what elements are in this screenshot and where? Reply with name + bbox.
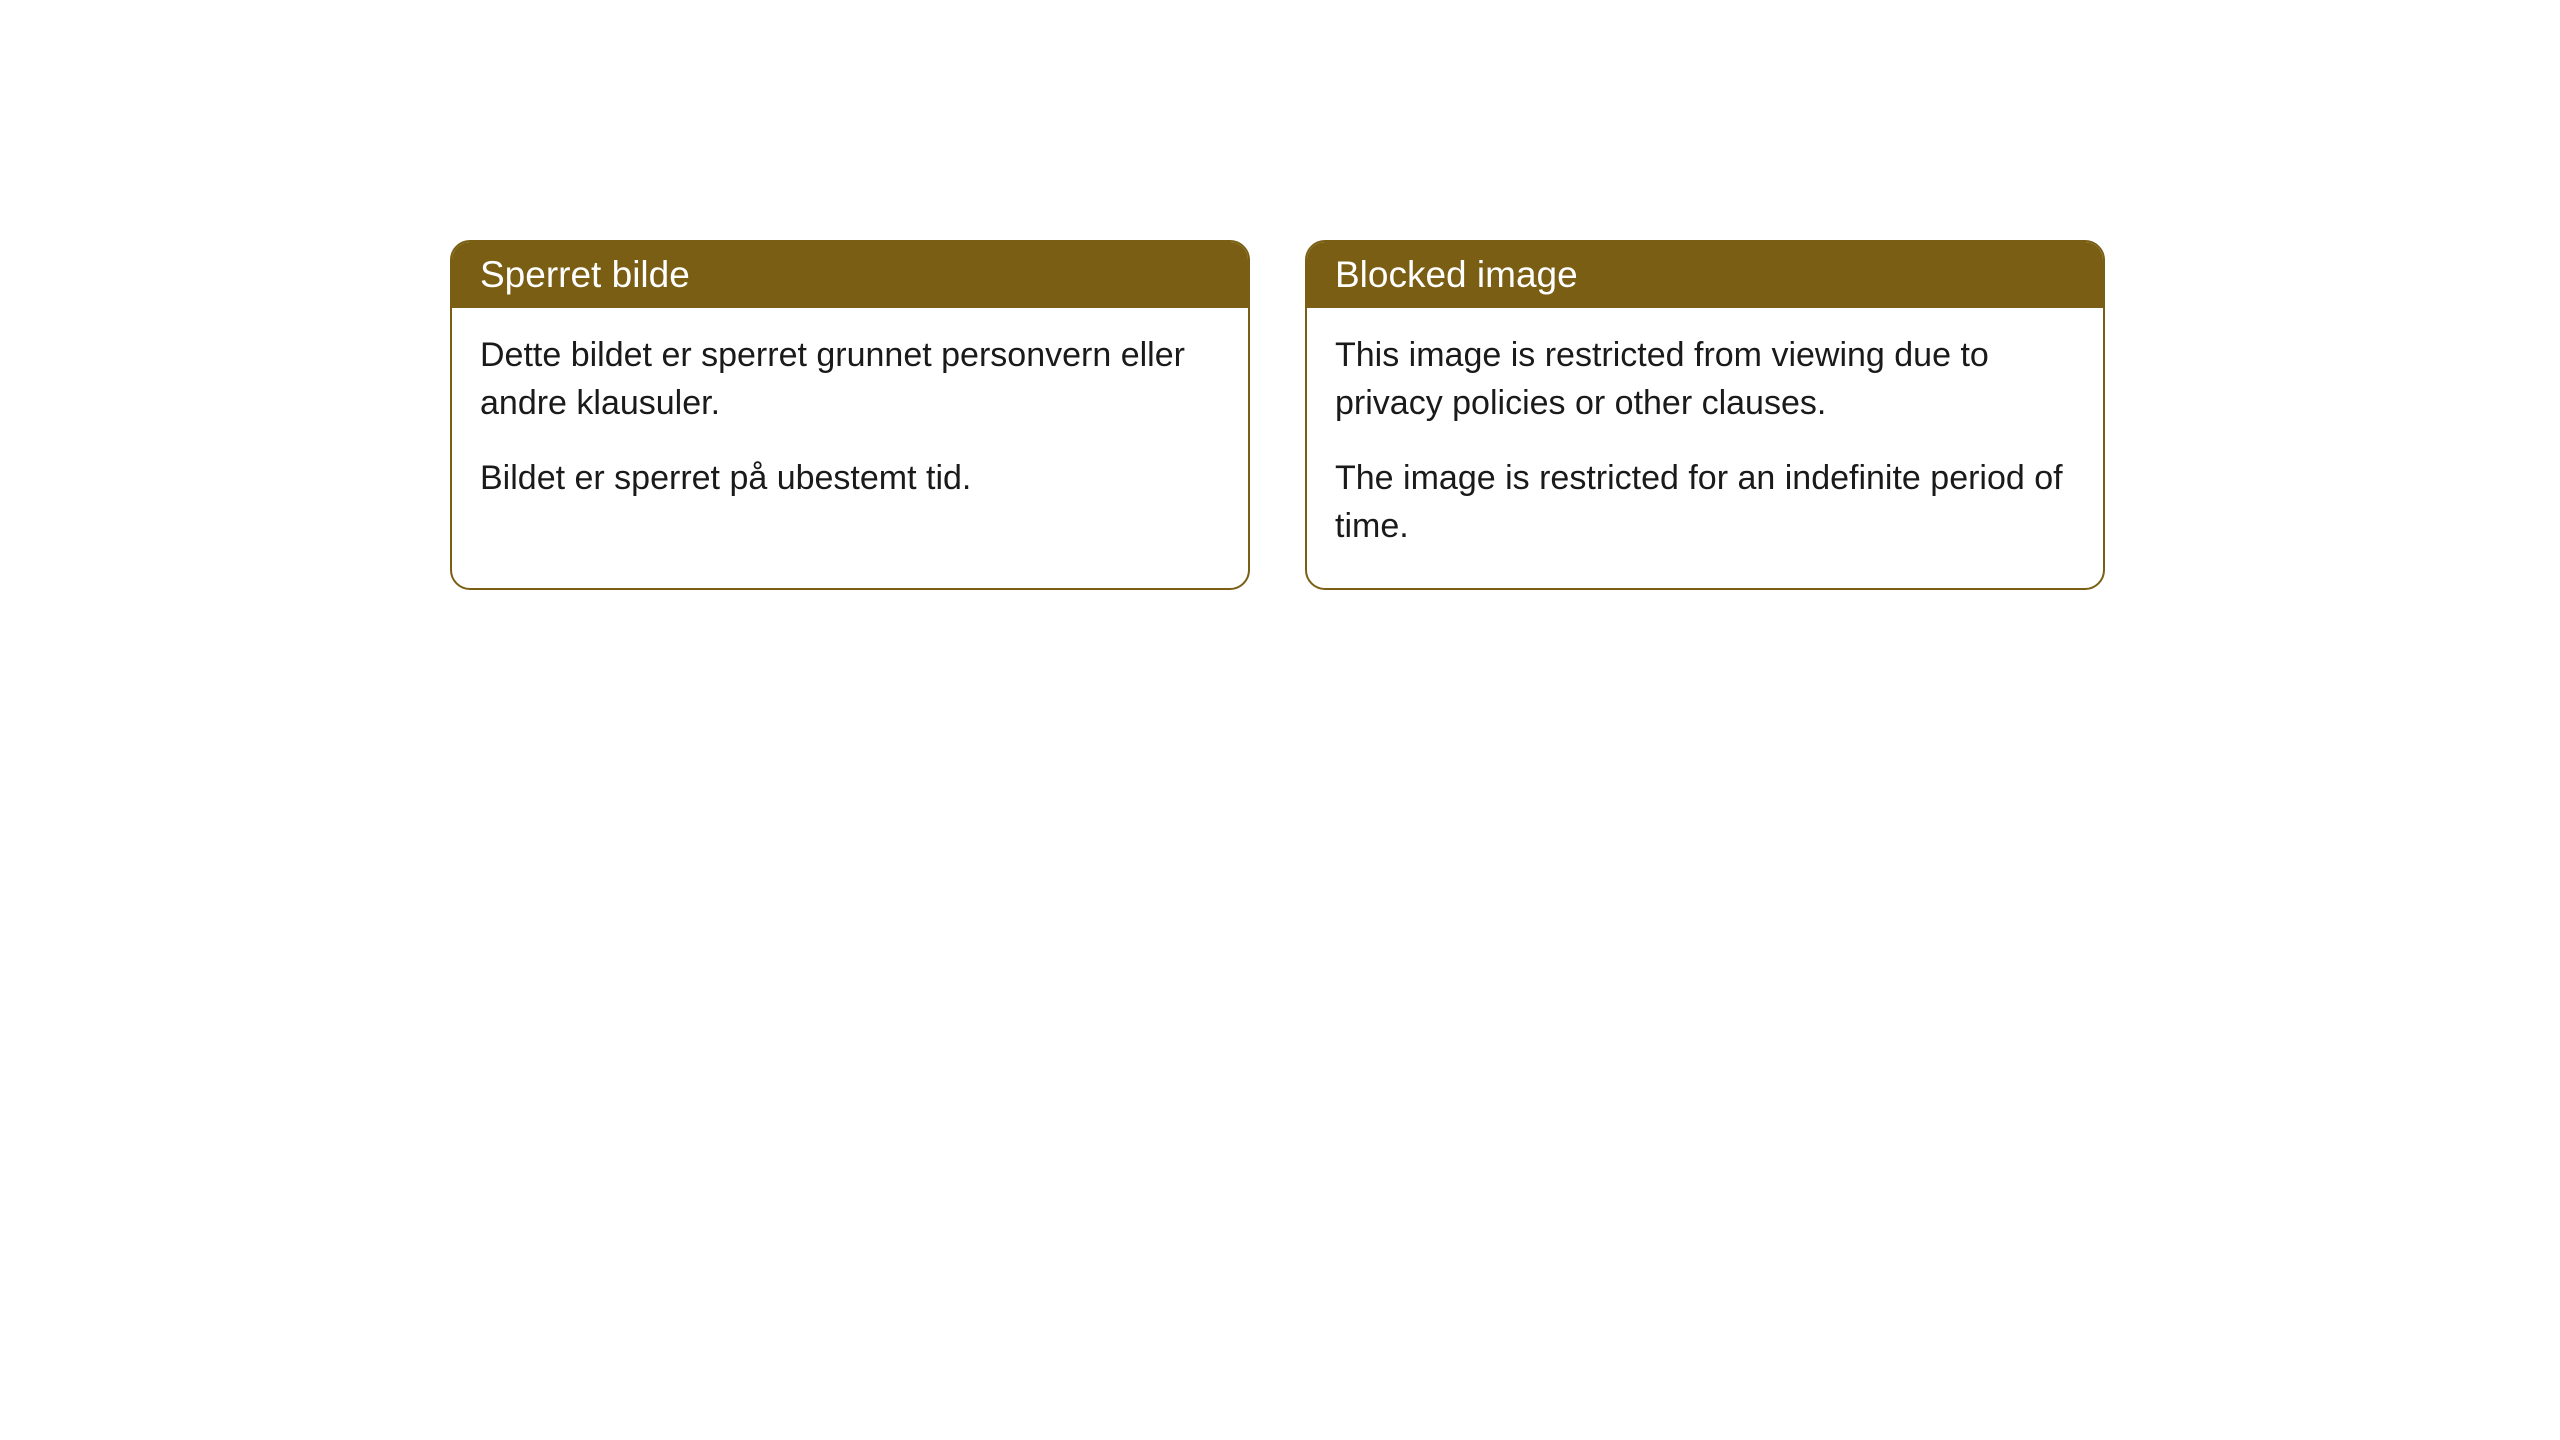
notice-cards-container: Sperret bilde Dette bildet er sperret gr… [450, 240, 2560, 590]
english-card-body: This image is restricted from viewing du… [1307, 308, 2103, 588]
norwegian-paragraph-2: Bildet er sperret på ubestemt tid. [480, 455, 1220, 503]
english-paragraph-1: This image is restricted from viewing du… [1335, 332, 2075, 427]
english-paragraph-2: The image is restricted for an indefinit… [1335, 455, 2075, 550]
english-notice-card: Blocked image This image is restricted f… [1305, 240, 2105, 590]
norwegian-card-title: Sperret bilde [452, 242, 1248, 308]
english-card-title: Blocked image [1307, 242, 2103, 308]
norwegian-notice-card: Sperret bilde Dette bildet er sperret gr… [450, 240, 1250, 590]
norwegian-card-body: Dette bildet er sperret grunnet personve… [452, 308, 1248, 541]
norwegian-paragraph-1: Dette bildet er sperret grunnet personve… [480, 332, 1220, 427]
